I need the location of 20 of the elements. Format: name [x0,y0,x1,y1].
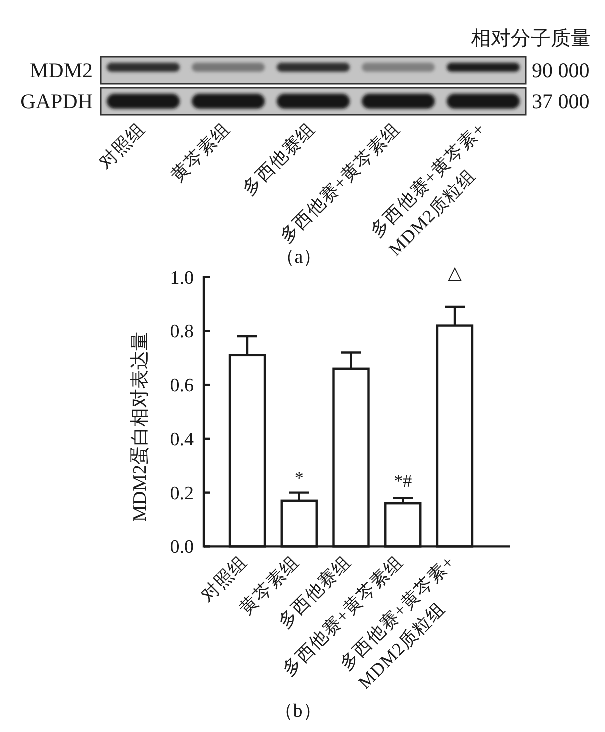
y-tick-label: 0.6 [170,376,194,397]
annotation: * [294,468,304,488]
y-tick-label: 0.8 [170,322,194,343]
annotation: △ [448,263,462,283]
y-axis-title: MDM2蛋白相对表达量 [130,332,151,522]
category-label: 对照组 [95,118,150,173]
category-label: 90 000 [532,58,590,82]
y-tick-label: 0.2 [170,483,194,504]
x-axis-title: （b） [274,701,322,722]
category-label: 37 000 [532,90,590,114]
y-tick-label: 1.0 [170,268,194,289]
category-label: 多西他赛组 [238,118,320,200]
y-tick-label: 0.4 [170,429,194,450]
text: 相对分子质量 [471,28,591,50]
annotation: *# [394,471,412,491]
category-label: 黄芩素组 [167,118,234,186]
category-label: MDM2 [30,58,93,82]
category-label: GAPDH [20,90,93,114]
y-tick-label: 0.0 [170,537,194,558]
text: （a） [276,247,322,268]
